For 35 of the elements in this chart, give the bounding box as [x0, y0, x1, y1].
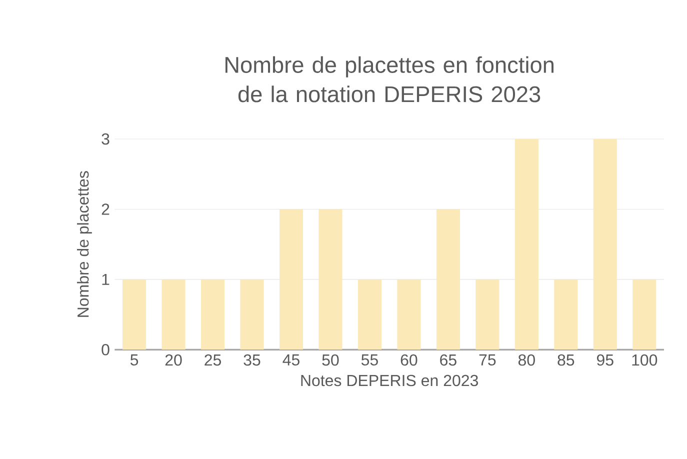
x-tick-label: 100: [632, 354, 658, 366]
bar: [358, 279, 382, 350]
y-tick-label: 2: [102, 204, 110, 215]
y-tick-label: 1: [102, 274, 110, 285]
bar: [318, 209, 342, 350]
bar: [593, 138, 617, 350]
bar: [476, 279, 500, 350]
bar: [514, 138, 538, 350]
x-tick-label: 55: [361, 354, 378, 366]
x-tick-label: 50: [322, 354, 339, 366]
x-tick-label: 65: [440, 354, 456, 366]
bar: [240, 279, 264, 350]
bar: [436, 209, 460, 350]
bar: [279, 209, 304, 350]
bar: [162, 279, 186, 350]
x-tick-label: 75: [479, 354, 496, 366]
x-tick-label: 45: [282, 354, 300, 366]
x-tick-label: 20: [165, 354, 182, 366]
y-axis-title: Nombre de placettes: [77, 171, 92, 317]
x-tick-label: 5: [130, 354, 138, 366]
bar: [397, 279, 421, 350]
x-tick-label: 60: [400, 354, 418, 366]
bar: [554, 279, 578, 350]
y-tick-label: 0: [102, 344, 110, 356]
y-tick-label: 3: [102, 133, 110, 145]
x-axis-title: Notes DEPERIS en 2023: [301, 374, 478, 386]
bar: [122, 279, 146, 350]
x-tick-label: 95: [596, 354, 614, 366]
bar: [200, 279, 225, 350]
chart-title: Nombre de placettes en fonction de la notation DEPERIS 2023: [226, 56, 554, 102]
x-tick-label: 80: [518, 354, 535, 366]
x-tick-label: 25: [204, 354, 221, 366]
bar: [632, 279, 656, 350]
x-tick-label: 85: [558, 354, 574, 366]
x-tick-label: 35: [244, 354, 260, 366]
